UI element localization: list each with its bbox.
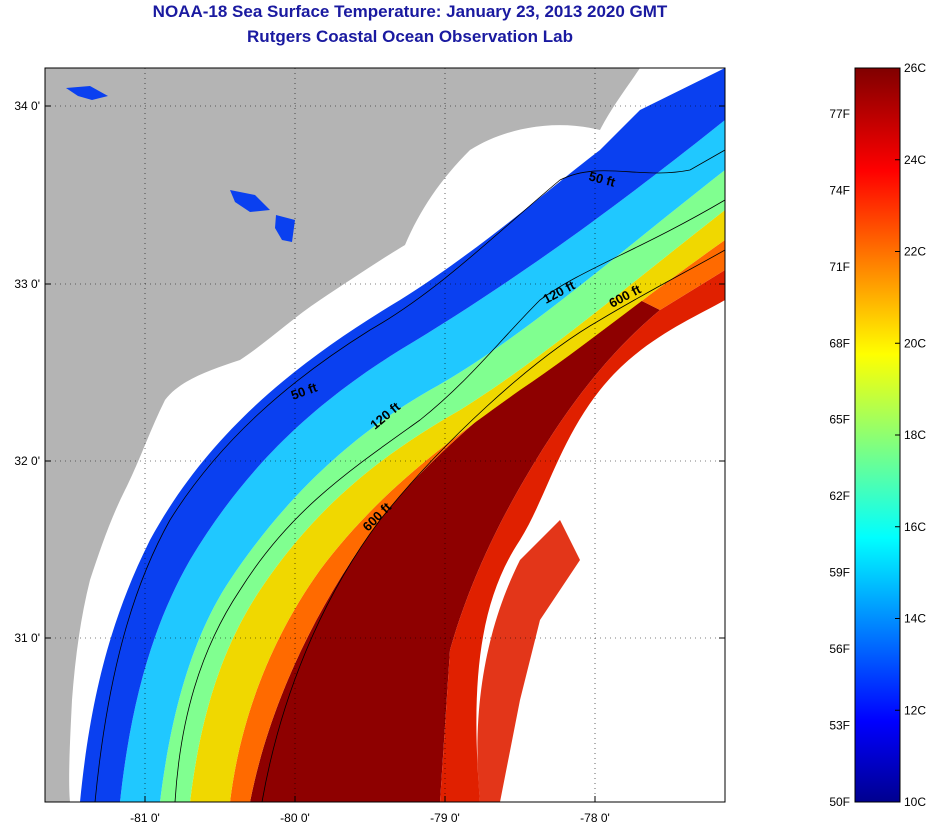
lat-tick-label: 31 0': [14, 631, 40, 645]
lon-tick-label: -80 0': [280, 811, 310, 825]
map-frame: [44, 67, 726, 803]
sst-red-patches: [477, 520, 580, 802]
colorbar-fahrenheit-label: 53F: [829, 719, 850, 733]
colorbar-celsius-label: 20C: [904, 336, 926, 350]
bathymetry-contours: [94, 149, 726, 803]
sst-green-zone: [160, 170, 725, 802]
lon-tick-label: -78 0': [580, 811, 610, 825]
colorbar-celsius-label: 18C: [904, 428, 926, 442]
graticule: [45, 68, 725, 802]
map-title: NOAA-18 Sea Surface Temperature: January…: [152, 2, 668, 21]
lake: [230, 190, 270, 212]
lon-tick-label: -81 0': [130, 811, 160, 825]
lat-tick-label: 32 0': [14, 454, 40, 468]
colorbar-fahrenheit-label: 59F: [829, 566, 850, 580]
colorbar-fahrenheit-label: 50F: [829, 795, 850, 809]
sst-dark-red-zone: [250, 300, 660, 802]
colorbar-celsius-label: 16C: [904, 520, 926, 534]
colorbar-fahrenheit-label: 62F: [829, 489, 850, 503]
colorbar-fahrenheit-label: 74F: [829, 183, 850, 197]
lat-tick-label: 34 0': [14, 99, 40, 113]
colorbar-celsius-label: 26C: [904, 61, 926, 75]
colorbar-celsius-label: 24C: [904, 153, 926, 167]
sst-cyan-zone: [120, 120, 725, 802]
sst-red-zone: [440, 270, 725, 802]
land-mass: [45, 68, 640, 802]
contour-label-50ft: 50 ft: [587, 168, 617, 190]
sst-orange-zone: [230, 240, 725, 802]
lat-tick-label: 33 0': [14, 277, 40, 291]
colorbar-fahrenheit-label: 68F: [829, 336, 850, 350]
colorbar-fahrenheit-label: 77F: [829, 107, 850, 121]
sst-blue-zone: [80, 68, 725, 802]
sst-yellow-zone: [190, 210, 725, 802]
lake: [66, 86, 108, 100]
colorbar-celsius-label: 12C: [904, 703, 926, 717]
lon-tick-label: -79 0': [430, 811, 460, 825]
colorbar-celsius-label: 14C: [904, 612, 926, 626]
colorbar-fahrenheit-label: 65F: [829, 413, 850, 427]
lake: [275, 215, 295, 242]
colorbar-fahrenheit-label: 56F: [829, 642, 850, 656]
colorbar-fahrenheit-label: 71F: [829, 260, 850, 274]
colorbar: [854, 67, 901, 803]
map-subtitle: Rutgers Coastal Ocean Observation Lab: [247, 27, 573, 46]
axis-ticks: [45, 105, 725, 802]
colorbar-celsius-label: 10C: [904, 795, 926, 809]
colorbar-celsius-label: 22C: [904, 245, 926, 259]
